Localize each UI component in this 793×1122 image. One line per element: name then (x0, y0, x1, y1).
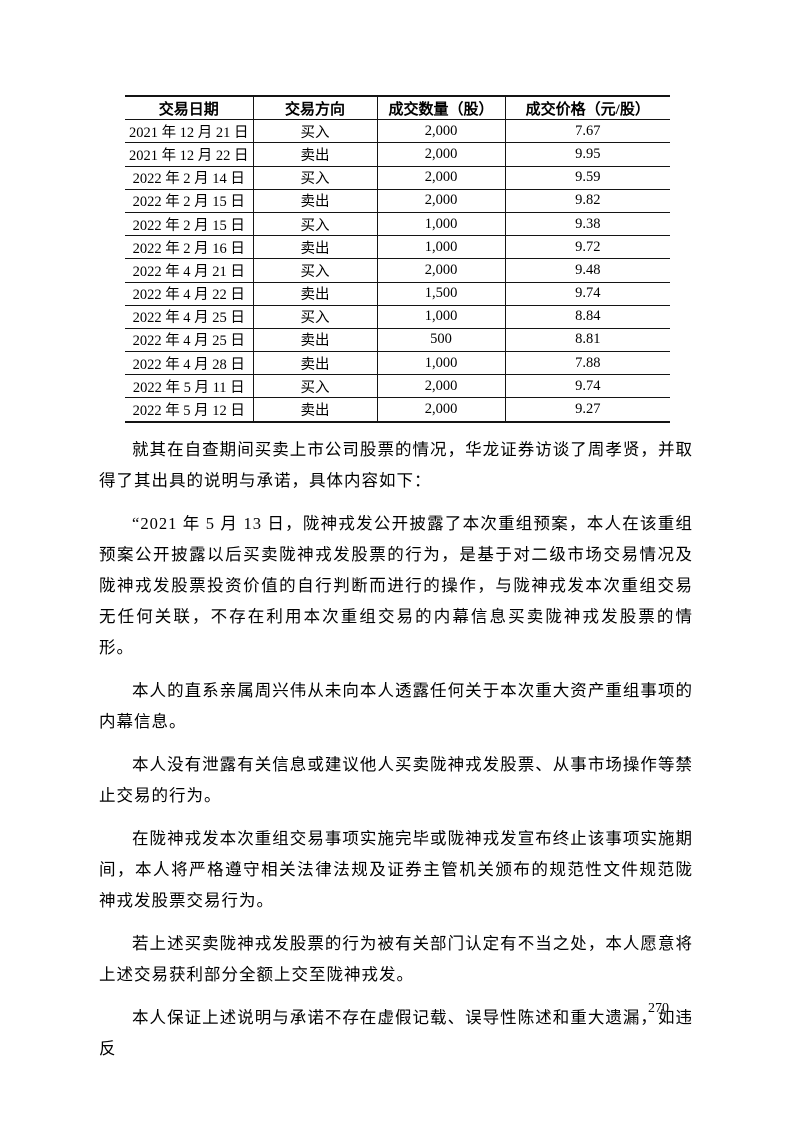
table-cell: 卖出 (253, 142, 378, 167)
table-cell: 2,000 (377, 166, 506, 190)
body-text: 就其在自查期间买卖上市公司股票的情况，华龙证券访谈了周孝贤，并取得了其出具的说明… (99, 434, 693, 1076)
table-cell: 2022 年 4 月 25 日 (125, 305, 254, 329)
table-cell: 8.84 (505, 305, 670, 329)
body-paragraph: 本人保证上述说明与承诺不存在虚假记载、误导性陈述和重大遗漏，如违反 (99, 1008, 693, 1058)
table-cell: 卖出 (253, 189, 378, 213)
table-row: 2022 年 4 月 25 日买入 1,000 8.84 (125, 305, 670, 329)
table-row: 2022 年 2 月 15 日买入 1,000 9.38 (125, 212, 670, 237)
table-cell: 2022 年 5 月 12 日 (125, 397, 254, 422)
column-header: 成交价格（元/股） (505, 96, 670, 121)
table-cell: 2,000 (377, 189, 506, 213)
column-header: 交易方向 (253, 96, 378, 121)
table-cell: 卖出 (253, 351, 378, 376)
table-cell: 2022 年 2 月 15 日 (125, 189, 254, 213)
body-paragraph: 本人的直系亲属周兴伟从未向本人透露任何关于本次重大资产重组事项的内幕信息。 (99, 681, 693, 731)
table-cell: 2022 年 2 月 16 日 (125, 235, 254, 260)
body-paragraph: 本人没有泄露有关信息或建议他人买卖陇神戎发股票、从事市场操作等禁止交易的行为。 (99, 755, 693, 805)
table-cell: 2022 年 4 月 21 日 (125, 258, 254, 283)
table-cell: 2021 年 12 月 22 日 (125, 142, 254, 167)
table-cell: 2,000 (377, 397, 506, 422)
table-cell: 9.38 (505, 212, 670, 237)
column-header: 交易日期 (125, 96, 254, 121)
table-cell: 9.72 (505, 235, 670, 260)
table-row: 2022 年 4 月 28 日卖出 1,000 7.88 (125, 351, 670, 376)
table-cell: 9.27 (575, 401, 601, 418)
table-row: 2022 年 5 月 11 日买入 2,000 9.74 (125, 374, 670, 399)
table-cell: 1,500 (377, 282, 506, 306)
table-cell: 1,000 (377, 235, 506, 260)
table-cell: 买入 (253, 166, 378, 190)
table-cell: 2022 年 4 月 22 日 (125, 282, 254, 306)
table-cell: 2,000 (377, 119, 506, 144)
table-cell: 2021 年 12 月 21 日 (125, 119, 254, 144)
table-cell: 9.95 (505, 142, 670, 167)
trade-table-body: 2021 年 12 月 21 日买入 2,000 7.67 2021 年 12 月 2… (125, 119, 670, 422)
table-cell: 2022 年 2 月 15 日 (125, 212, 254, 237)
table-cell: 2,000 (377, 258, 506, 283)
table-cell: 2022 年 5 月 11 日 (125, 374, 254, 399)
table-cell: 卖出 (253, 397, 378, 422)
table-cell: 卖出 (253, 282, 378, 306)
table-cell: 7.67 (505, 119, 670, 144)
column-header: 成交数量（股） (377, 96, 506, 121)
table-cell: 买入 (253, 212, 378, 237)
table-row: 2022 年 2 月 16 日卖出 1,000 9.72 (125, 235, 670, 260)
table-row: 2022 年 4 月 21 日买入 2,000 9.48 (125, 258, 670, 283)
table-cell: 买入 (253, 374, 378, 399)
trade-table-head: 交易日期 交易方向 成交数量（股） 成交价格（元/股） (125, 96, 670, 121)
table-row: 2022 年 2 月 15 日卖出 2,000 9.82 (125, 189, 670, 213)
table-row: 2021 年 12 月 21 日买入 2,000 7.67 (125, 119, 670, 144)
table-cell: 9.82 (505, 189, 670, 213)
table-cell: 9.74 (505, 374, 670, 399)
trade-table: 交易日期 交易方向 成交数量（股） 成交价格（元/股） 2021 年 12 月 21 … (125, 95, 670, 423)
table-cell: 500 (377, 328, 506, 353)
table-cell: 9.74 (505, 282, 670, 306)
table-cell: 买入 (253, 305, 378, 329)
table-cell: 2,000 (377, 142, 506, 167)
table-cell: 1,000 (377, 351, 506, 376)
table-row: 2022 年 4 月 25 日卖出 500 8.81 (125, 328, 670, 353)
table-cell: 2,000 (377, 374, 506, 399)
body-paragraph: 在陇神戎发本次重组交易事项实施完毕或陇神戎发宣布终止该事项实施期间，本人将严格遵… (99, 829, 693, 910)
table-cell: 2022 年 4 月 28 日 (125, 351, 254, 376)
body-paragraph: 就其在自查期间买卖上市公司股票的情况，华龙证券访谈了周孝贤，并取得了其出具的说明… (99, 440, 693, 490)
table-row: 2022 年 5 月 12 日卖出 2,000 9.27 (125, 397, 670, 422)
table-row: 2022 年 2 月 14 日买入 2,000 9.59 (125, 166, 670, 190)
table-cell: 9.59 (505, 166, 670, 190)
table-cell: 买入 (253, 119, 378, 144)
table-cell: 2022 年 4 月 25 日 (125, 328, 254, 353)
table-cell: 7.88 (505, 351, 670, 376)
table-cell: 卖出 (253, 328, 378, 353)
table-cell: 1,000 (377, 305, 506, 329)
table-cell: 9.48 (505, 258, 670, 283)
table-row: 2021 年 12 月 22 日卖出 2,000 9.95 (125, 142, 670, 167)
table-header-row: 交易日期 交易方向 成交数量（股） 成交价格（元/股） (125, 96, 670, 121)
page-number: 270 (648, 1001, 669, 1016)
body-paragraph: “2021 年 5 月 13 日，陇神戎发公开披露了本次重组预案，本人在该重组预… (99, 514, 693, 657)
table-cell: 2022 年 2 月 14 日 (125, 166, 254, 190)
table-cell: 买入 (253, 258, 378, 283)
table-cell: 8.81 (505, 328, 670, 353)
table-row: 2022 年 4 月 22 日卖出 1,500 9.74 (125, 282, 670, 306)
body-paragraph: 若上述买卖陇神戎发股票的行为被有关部门认定有不当之处，本人愿意将上述交易获利部分… (99, 934, 693, 984)
table-cell: 卖出 (253, 235, 378, 260)
table-cell: 1,000 (377, 212, 506, 237)
